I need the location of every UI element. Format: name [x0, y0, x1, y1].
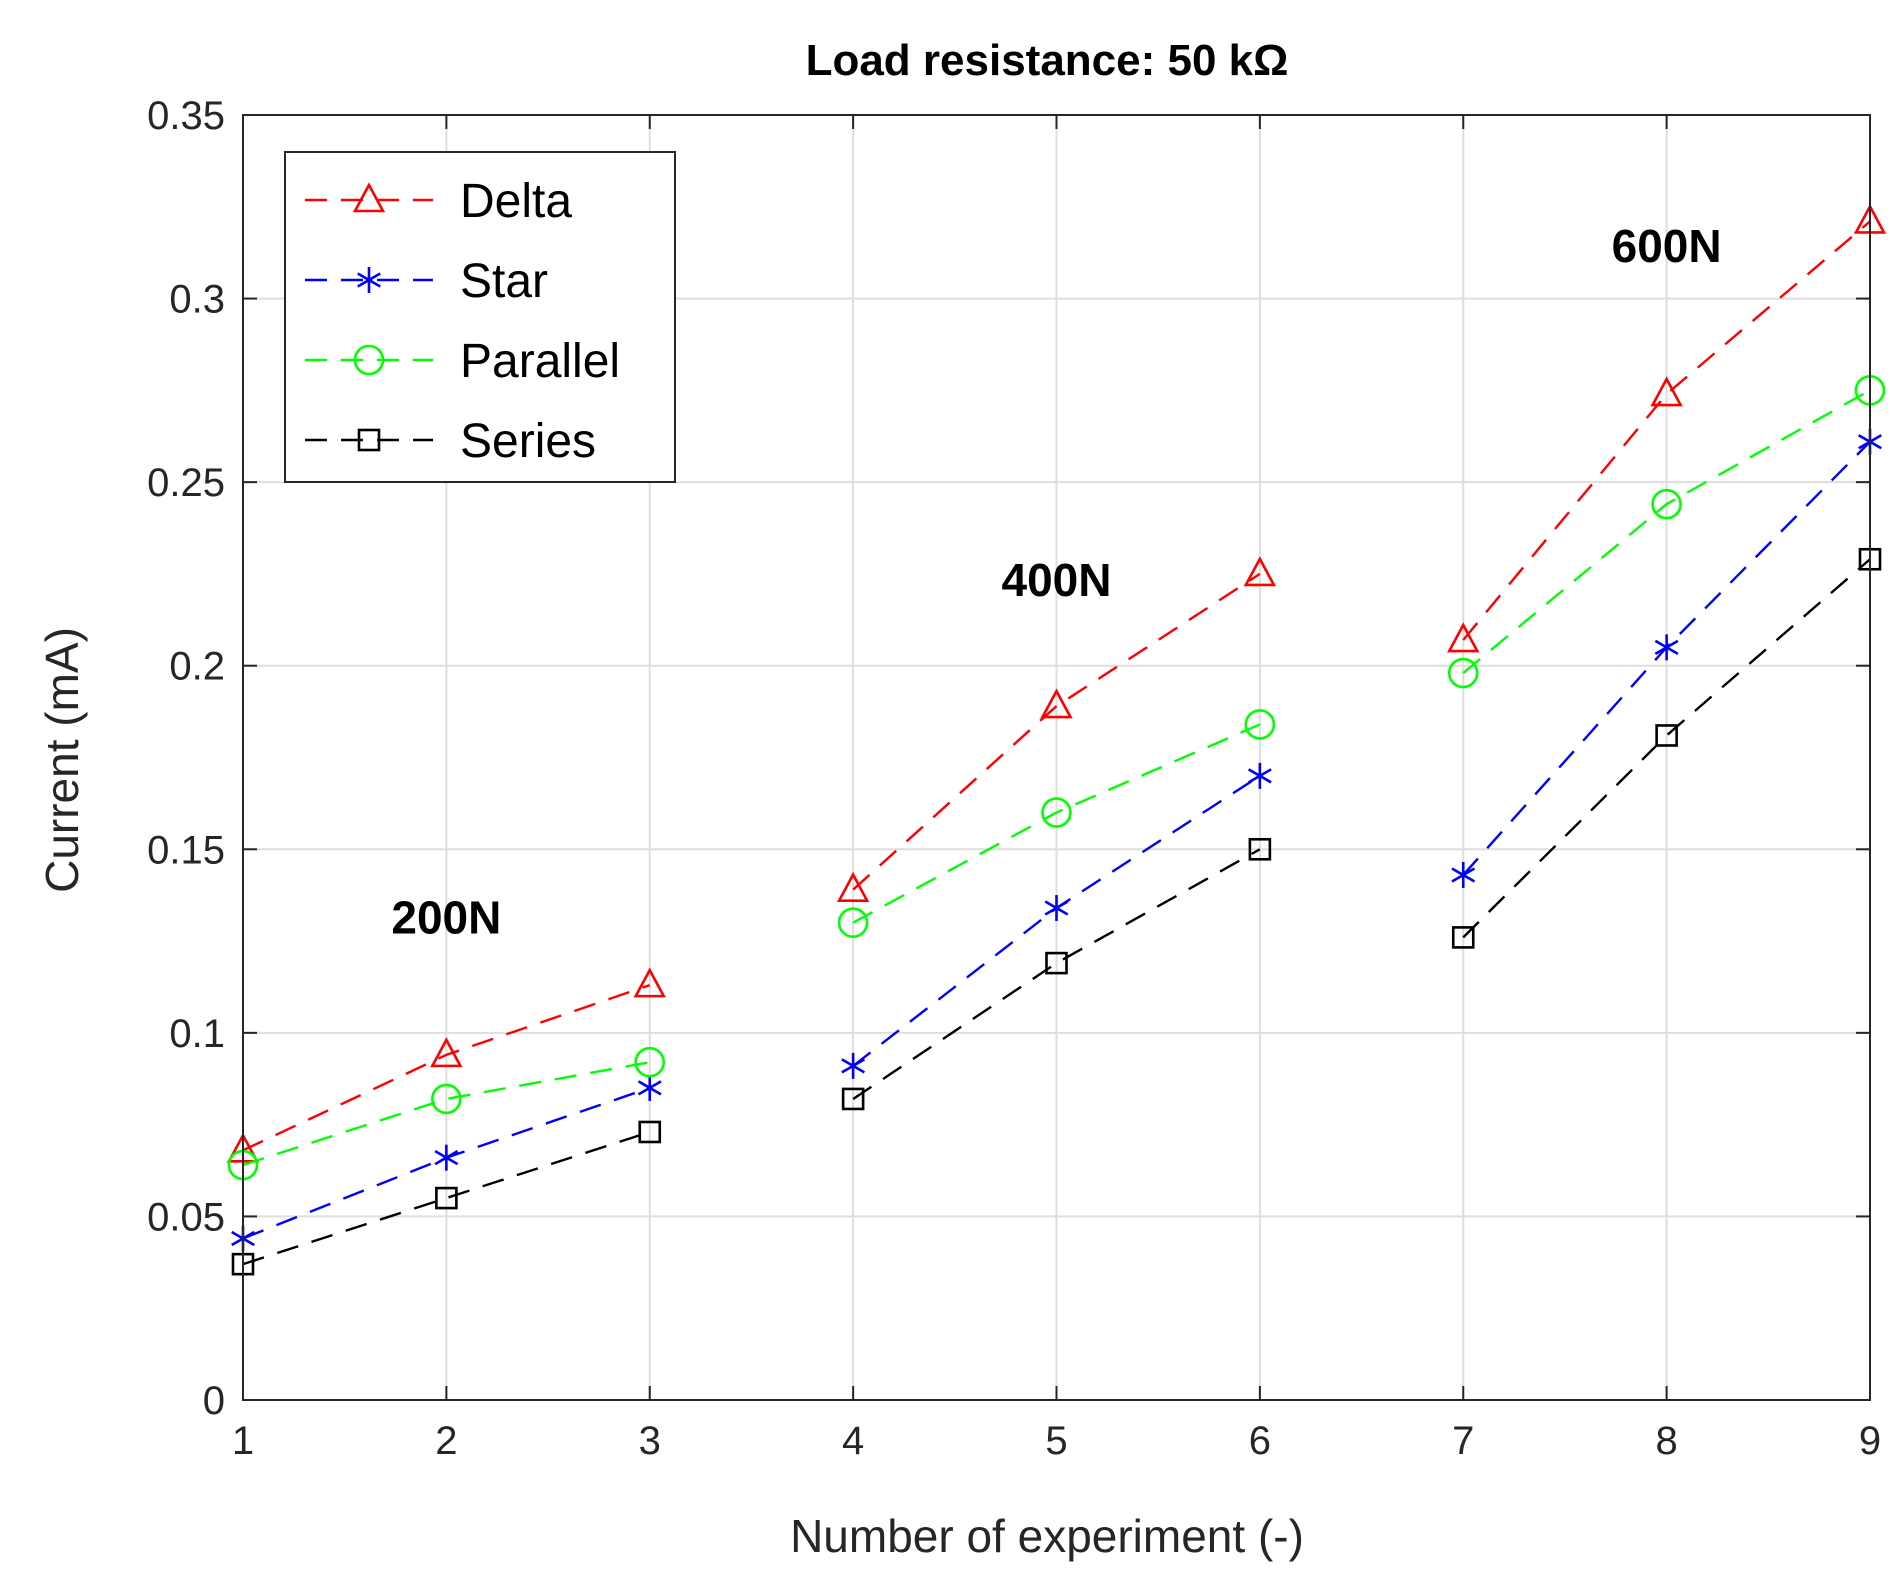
- x-axis-label: Number of experiment (-): [790, 1510, 1304, 1562]
- data-point-parallel: [431, 1083, 462, 1115]
- legend-label: Delta: [460, 175, 572, 228]
- series-line-parallel: [1462, 389, 1871, 674]
- legend-marker: [357, 267, 381, 293]
- y-tick-label: 0.05: [147, 1195, 225, 1239]
- legend-label: Star: [460, 255, 548, 308]
- data-point-star: [637, 1074, 662, 1101]
- x-tick-label: 6: [1249, 1419, 1271, 1463]
- series-parallel: [227, 375, 1886, 1181]
- chart-title: Load resistance: 50 kΩ: [806, 36, 1289, 85]
- series-line-delta: [852, 572, 1261, 891]
- legend-item-star: Star: [305, 255, 548, 308]
- data-point-delta: [430, 1037, 463, 1068]
- data-point-series: [1045, 951, 1068, 975]
- data-point-parallel: [837, 907, 869, 939]
- x-tick-label: 2: [435, 1419, 457, 1463]
- legend-item-delta: Delta: [305, 175, 572, 228]
- data-point-series: [1451, 926, 1475, 949]
- x-tick-label: 7: [1452, 1419, 1474, 1463]
- data-point-series: [1655, 724, 1678, 747]
- data-point-parallel: [1041, 797, 1072, 828]
- data-point-star: [1451, 861, 1476, 888]
- x-tick-label: 1: [232, 1419, 254, 1463]
- data-point-delta: [1447, 622, 1480, 653]
- data-point-parallel: [634, 1046, 666, 1078]
- data-point-parallel: [1244, 709, 1276, 740]
- data-point-delta: [633, 967, 666, 998]
- legend-item-series: Series: [305, 415, 596, 468]
- legend-label: Series: [460, 415, 596, 468]
- x-tick-label: 5: [1045, 1419, 1067, 1463]
- annotations: 200N 400N 600N: [391, 220, 1721, 944]
- data-point-series: [1248, 837, 1272, 861]
- axis-ticks: 1 2 3 4 5 6 7 8 9 0 0.05 0.1 0.15 0.2 0.25 0.3 0.35: [147, 94, 1881, 1463]
- y-axis-label: Current (mA): [36, 627, 88, 893]
- data-point-series: [638, 1120, 662, 1144]
- data-point-delta: [1650, 376, 1683, 407]
- legend-label: Parallel: [460, 335, 620, 388]
- data-point-delta: [1040, 688, 1073, 719]
- data-point-delta: [1243, 556, 1277, 587]
- legend-marker: [353, 344, 385, 376]
- y-tick-label: 0.2: [169, 645, 225, 689]
- y-tick-label: 0.1: [169, 1012, 225, 1056]
- x-tick-label: 4: [842, 1419, 864, 1463]
- y-tick-label: 0: [203, 1379, 225, 1423]
- y-tick-label: 0.3: [169, 278, 225, 322]
- force-annotation: 600N: [1612, 220, 1722, 272]
- legend-marker: [357, 428, 381, 452]
- data-point-star: [1247, 762, 1272, 789]
- x-tick-label: 8: [1656, 1419, 1678, 1463]
- series-delta: [226, 203, 1887, 1163]
- data-point-parallel: [1447, 657, 1479, 689]
- series-line-parallel: [852, 723, 1261, 924]
- legend-item-parallel: Parallel: [305, 335, 620, 388]
- x-tick-label: 3: [639, 1419, 661, 1463]
- data-point-series: [435, 1186, 458, 1210]
- data-point-star: [1654, 634, 1679, 661]
- x-tick-label: 9: [1859, 1419, 1881, 1463]
- data-point-delta: [836, 871, 870, 902]
- legend-marker: [352, 182, 386, 213]
- series-line-series: [852, 848, 1261, 1100]
- data-point-star: [841, 1052, 866, 1079]
- data-point-parallel: [1651, 488, 1682, 520]
- data-point-star: [434, 1144, 459, 1171]
- y-tick-label: 0.15: [147, 828, 225, 872]
- data-point-star: [1044, 895, 1069, 922]
- data-point-series: [841, 1087, 865, 1111]
- y-tick-label: 0.35: [147, 94, 225, 138]
- legend-box: [284, 151, 676, 483]
- legend: Delta Star Parallel Series: [284, 151, 676, 483]
- series-line-delta: [242, 983, 651, 1152]
- y-tick-label: 0.25: [147, 461, 225, 505]
- series-layer: [226, 203, 1887, 1276]
- force-annotation: 400N: [1002, 554, 1112, 606]
- force-annotation: 200N: [391, 892, 501, 944]
